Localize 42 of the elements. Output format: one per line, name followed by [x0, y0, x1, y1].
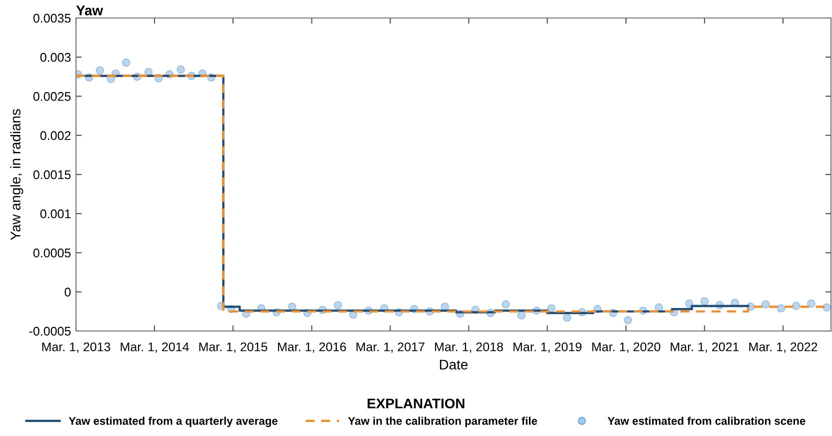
- point: [334, 301, 342, 310]
- point: [700, 297, 709, 306]
- x-tick-label: Mar. 1, 2013: [42, 342, 110, 353]
- legend-title: EXPLANATION: [368, 398, 464, 408]
- x-tick-label: Mar. 1, 2019: [514, 342, 582, 353]
- y-tick-label: 0.003: [40, 52, 71, 62]
- x-tick-label: Mar. 1, 2021: [670, 342, 739, 353]
- point: [562, 314, 572, 322]
- point: [176, 66, 185, 74]
- x-tick-label: Mar. 1, 2020: [592, 342, 660, 353]
- y-tick-label: 0.002: [40, 131, 71, 140]
- point: [517, 311, 526, 320]
- point: [807, 300, 816, 308]
- y-tick-label: 0.0035: [33, 14, 71, 23]
- y-tick-label: 0: [64, 288, 71, 297]
- x-tick-label: Mar. 1, 2016: [278, 342, 346, 353]
- chart-title: Yaw: [76, 6, 104, 16]
- point: [502, 300, 510, 308]
- y-axis-title: Yaw angle, in radians: [10, 109, 24, 240]
- x-tick-label: Mar. 1, 2014: [120, 342, 189, 353]
- point: [777, 304, 786, 312]
- point: [822, 303, 831, 312]
- point: [762, 300, 770, 308]
- x-tick-label: Mar. 1, 2022: [749, 342, 818, 353]
- point: [624, 316, 632, 324]
- x-tick-label: Mar. 1, 2018: [435, 342, 503, 353]
- y-tick-label: -0.0005: [29, 326, 71, 336]
- y-tick-label: 0.0025: [33, 92, 71, 101]
- legend-label: Yaw estimated from calibration scene: [608, 416, 806, 425]
- y-tick-label: 0.0005: [33, 248, 71, 258]
- x-axis-title: Date: [440, 360, 468, 370]
- point: [96, 66, 104, 75]
- y-tick-label: 0.001: [40, 209, 71, 218]
- legend-label: Yaw estimated from a quarterly average: [68, 416, 278, 428]
- x-tick-label: Mar. 1, 2017: [356, 342, 424, 353]
- legend-label: Yaw in the calibration parameter file: [348, 416, 538, 428]
- y-tick-label: 0.0015: [33, 170, 71, 180]
- point: [792, 302, 800, 310]
- point: [122, 58, 130, 67]
- point: [547, 304, 556, 312]
- x-tick-label: Mar. 1, 2015: [199, 342, 268, 353]
- point: [685, 300, 694, 308]
